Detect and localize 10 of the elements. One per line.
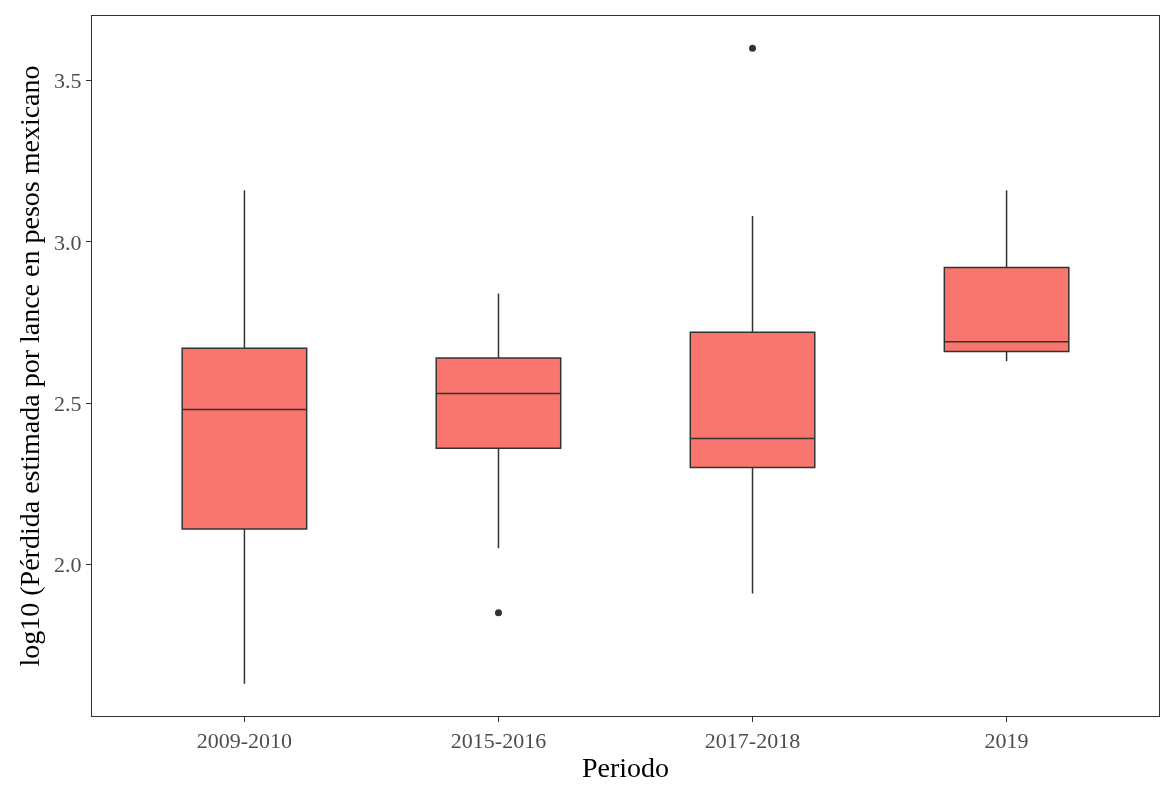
x-tick-label: 2017-2018: [704, 728, 801, 754]
y-tick-label: 2.5: [54, 390, 82, 416]
y-tick-label: 3.5: [54, 68, 82, 94]
y-tick-label: 2.0: [54, 552, 82, 578]
x-tick-label: 2019: [984, 728, 1029, 754]
y-tick-label: 3.0: [54, 229, 82, 255]
x-tick-label: 2015-2016: [450, 728, 547, 754]
x-axis-title: Periodo: [581, 751, 670, 783]
x-tick-label: 2009-2010: [196, 728, 293, 754]
y-axis-title: log10 (Pérdida estimada por lance en pesos mexicano: [13, 65, 45, 667]
